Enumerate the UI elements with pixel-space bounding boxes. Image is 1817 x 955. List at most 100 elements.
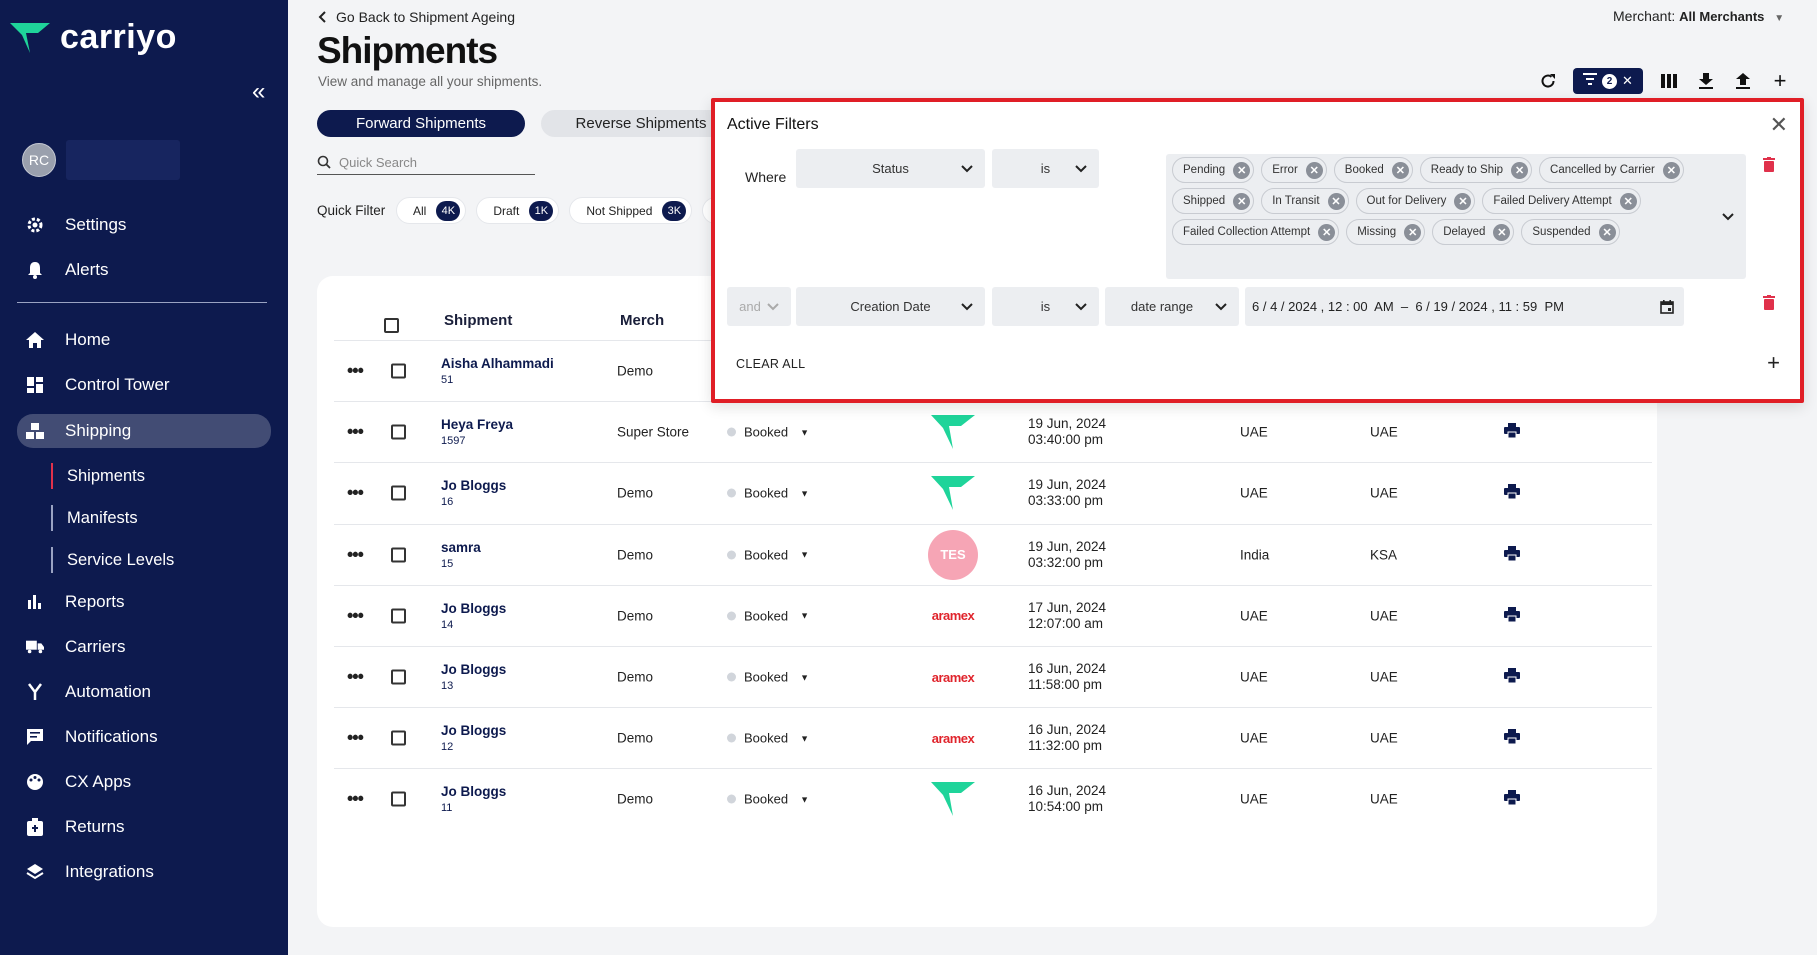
sidebar-subitem-manifests[interactable]: Manifests (51, 505, 138, 531)
remove-chip-icon[interactable]: ✕ (1305, 161, 1323, 179)
row-actions-icon[interactable]: ••• (347, 605, 364, 626)
remove-chip-icon[interactable]: ✕ (1404, 223, 1422, 241)
status-dropdown[interactable]: Booked ▼ (727, 792, 809, 807)
remove-chip-icon[interactable]: ✕ (1662, 161, 1680, 179)
sidebar-item-notifications[interactable]: Notifications (0, 722, 288, 752)
chevron-down-icon[interactable] (1722, 212, 1734, 221)
row-actions-icon[interactable]: ••• (347, 788, 364, 809)
remove-chip-icon[interactable]: ✕ (1233, 192, 1251, 210)
remove-chip-icon[interactable]: ✕ (1619, 192, 1637, 210)
sidebar-item-reports[interactable]: Reports (0, 587, 288, 617)
status-values-multiselect[interactable]: Pending ✕ Error ✕ Booked ✕ Ready to Ship ✕ Cance… (1166, 154, 1746, 279)
shipment-cell[interactable]: Aisha Alhammadi 51 (441, 356, 554, 386)
filter-button[interactable]: 2 ✕ (1573, 68, 1643, 94)
table-row[interactable]: ••• samra 15 Demo Booked ▼ TES 19 Jun, 2024 03:3… (334, 523, 1652, 585)
print-icon[interactable] (1504, 606, 1520, 625)
quick-filter-chip-draft[interactable]: Draft 1K (476, 197, 560, 224)
refresh-icon[interactable] (1534, 68, 1562, 94)
remove-chip-icon[interactable]: ✕ (1511, 161, 1529, 179)
back-link[interactable]: Go Back to Shipment Ageing (318, 9, 515, 25)
print-icon[interactable] (1504, 484, 1520, 502)
shipment-cell[interactable]: Jo Bloggs 11 (441, 784, 506, 814)
row-actions-icon[interactable]: ••• (347, 544, 364, 565)
table-row[interactable]: ••• Jo Bloggs 16 Demo Booked ▼ 19 Jun, 2024 03:… (334, 462, 1652, 523)
shipment-cell[interactable]: Jo Bloggs 13 (441, 662, 506, 692)
remove-chip-icon[interactable]: ✕ (1233, 161, 1251, 179)
table-row[interactable]: ••• Jo Bloggs 14 Demo Booked ▼ aramex 17 Jun, 2… (334, 584, 1652, 646)
print-icon[interactable] (1504, 790, 1520, 808)
remove-chip-icon[interactable]: ✕ (1318, 223, 1336, 241)
status-dropdown[interactable]: Booked ▼ (727, 547, 809, 562)
filter-field-select[interactable]: Creation Date (796, 287, 985, 326)
collapse-sidebar-icon[interactable]: « (252, 78, 266, 105)
shipment-cell[interactable]: samra 15 (441, 540, 481, 570)
date-range-input[interactable]: 6 / 4 / 2024 , 12 : 00 AM – 6 / 19 / 202… (1245, 287, 1684, 326)
sidebar-item-control-tower[interactable]: Control Tower (0, 370, 288, 400)
row-checkbox[interactable] (391, 669, 406, 685)
status-dropdown[interactable]: Booked ▼ (727, 670, 809, 685)
status-dropdown[interactable]: Booked ▼ (727, 608, 809, 623)
status-dropdown[interactable]: Booked ▼ (727, 425, 809, 440)
tab-forward-shipments[interactable]: Forward Shipments (317, 110, 525, 137)
user-profile[interactable]: RC (22, 140, 180, 180)
row-actions-icon[interactable]: ••• (347, 421, 364, 442)
column-header-merchant[interactable]: Merch (620, 312, 665, 329)
filter-conjunction-select[interactable]: and (727, 287, 791, 326)
sidebar-item-settings[interactable]: Settings (0, 210, 288, 240)
row-checkbox[interactable] (391, 363, 406, 379)
search-input[interactable] (339, 154, 519, 170)
row-actions-icon[interactable]: ••• (347, 360, 364, 381)
remove-chip-icon[interactable]: ✕ (1391, 161, 1409, 179)
remove-chip-icon[interactable]: ✕ (1493, 223, 1511, 241)
sidebar-item-carriers[interactable]: Carriers (0, 632, 288, 662)
status-dropdown[interactable]: Booked ▼ (727, 486, 809, 501)
sidebar-subitem-shipments[interactable]: Shipments (51, 463, 145, 489)
quick-filter-chip-not-shipped[interactable]: Not Shipped 3K (569, 197, 693, 224)
upload-icon[interactable] (1729, 68, 1757, 94)
delete-filter-icon[interactable] (1763, 157, 1775, 177)
remove-chip-icon[interactable]: ✕ (1598, 223, 1616, 241)
row-checkbox[interactable] (391, 608, 406, 624)
columns-icon[interactable] (1655, 68, 1683, 94)
plus-icon[interactable]: + (1773, 68, 1787, 93)
shipment-cell[interactable]: Jo Bloggs 16 (441, 478, 506, 508)
print-icon[interactable] (1504, 423, 1520, 441)
sidebar-item-alerts[interactable]: Alerts (0, 255, 288, 285)
remove-chip-icon[interactable]: ✕ (1327, 192, 1345, 210)
delete-filter-icon[interactable] (1763, 295, 1775, 315)
merchant-selector[interactable]: Merchant: All Merchants ▼ (1613, 8, 1784, 24)
filter-operator-select[interactable]: is (992, 287, 1099, 326)
row-checkbox[interactable] (391, 547, 406, 563)
sidebar-item-returns[interactable]: Returns (0, 812, 288, 842)
carriyo-logo[interactable]: carriyo (10, 18, 177, 57)
sidebar-subitem-service-levels[interactable]: Service Levels (51, 547, 174, 573)
status-dropdown[interactable]: Booked ▼ (727, 731, 809, 746)
print-icon[interactable] (1504, 545, 1520, 564)
table-row[interactable]: ••• Jo Bloggs 11 Demo Booked ▼ 16 Jun, 2024 10:… (334, 768, 1652, 829)
filter-operator-select[interactable]: is (992, 149, 1099, 188)
shipment-cell[interactable]: Heya Freya 1597 (441, 417, 513, 447)
clear-filters-icon[interactable]: ✕ (1622, 73, 1633, 88)
tab-reverse-shipments[interactable]: Reverse Shipments (541, 110, 741, 137)
sidebar-item-integrations[interactable]: Integrations (0, 857, 288, 887)
calendar-icon[interactable] (1660, 299, 1674, 314)
table-row[interactable]: ••• Heya Freya 1597 Super Store Booked ▼ 19 Ju… (334, 401, 1652, 462)
download-icon[interactable] (1692, 68, 1720, 94)
close-icon[interactable]: ✕ (1769, 112, 1788, 137)
row-actions-icon[interactable]: ••• (347, 482, 364, 503)
column-header-shipment[interactable]: Shipment (444, 312, 513, 329)
row-checkbox[interactable] (391, 730, 406, 746)
print-icon[interactable] (1504, 668, 1520, 686)
quick-filter-chip-all[interactable]: All 4K (396, 197, 467, 224)
row-checkbox[interactable] (391, 791, 406, 807)
add-filter-icon[interactable]: + (1767, 350, 1780, 375)
row-checkbox[interactable] (391, 424, 406, 440)
sidebar-item-cx-apps[interactable]: CX Apps (0, 767, 288, 797)
sidebar-item-home[interactable]: Home (0, 325, 288, 355)
filter-field-select[interactable]: Status (796, 149, 985, 188)
row-actions-icon[interactable]: ••• (347, 666, 364, 687)
date-mode-select[interactable]: date range (1105, 287, 1239, 326)
print-icon[interactable] (1504, 729, 1520, 747)
row-actions-icon[interactable]: ••• (347, 727, 364, 748)
shipment-cell[interactable]: Jo Bloggs 12 (441, 723, 506, 753)
